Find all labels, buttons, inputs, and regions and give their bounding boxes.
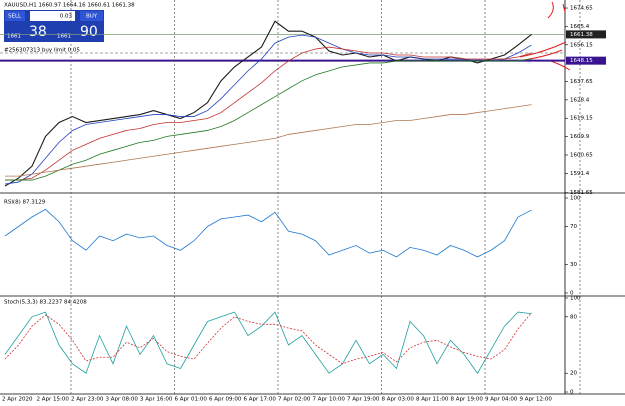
y-tick-label: 1674.65 <box>570 6 593 12</box>
y-tick-label: 1591.4 <box>570 171 590 177</box>
y-tick-label: 100 <box>570 296 581 302</box>
x-tick-label: 7 Apr 10:00 <box>313 397 346 403</box>
x-tick-label: 7 Apr 02:00 <box>278 397 311 403</box>
price-label: 1661.38 <box>570 32 593 38</box>
y-tick-label: 1665.4 <box>570 24 590 30</box>
x-tick-label: 6 Apr 17:00 <box>244 397 277 403</box>
y-tick-label: 1637.65 <box>570 79 593 85</box>
panel-frames <box>0 0 625 395</box>
buy-label[interactable]: BUY <box>86 14 98 20</box>
buy-price-small[interactable]: 1661 <box>57 34 71 40</box>
buy-price-big[interactable]: 90 <box>80 24 98 40</box>
x-tick-label: 2 Apr 23:00 <box>71 397 104 403</box>
y-tick-label: 1581.65 <box>570 190 593 196</box>
x-tick-label: 8 Apr 19:00 <box>451 397 484 403</box>
x-tick-label: 3 Apr 16:00 <box>140 397 173 403</box>
y-tick-label: 1619.15 <box>570 116 593 122</box>
y-tick-label: 0 <box>570 291 574 297</box>
y-tick-label: 20 <box>570 371 577 377</box>
buy-button[interactable] <box>80 11 103 21</box>
y-tick-label: 80 <box>570 314 577 320</box>
x-tick-label: 7 Apr 19:00 <box>347 397 380 403</box>
series-line <box>4 34 532 185</box>
sell-label[interactable]: SELL <box>8 14 22 20</box>
sell-button[interactable] <box>5 11 25 21</box>
trade-panel: SELL 0.03 BUY 1661 38 1661 90 <box>4 10 104 42</box>
price-label-bg <box>566 56 606 65</box>
y-tick-label: 1609.9 <box>570 134 590 140</box>
x-tick-label: 6 Apr 01:00 <box>175 397 208 403</box>
y-tick-label: 1600.65 <box>570 152 593 158</box>
x-tick-label: 3 Apr 08:00 <box>106 397 139 403</box>
sell-price-small[interactable]: 1661 <box>7 34 21 40</box>
y-tick-label: 0 <box>570 390 574 396</box>
x-tick-label: 2 Apr 2020 <box>2 397 33 403</box>
series-line <box>5 58 532 181</box>
annotation-scribble <box>519 1 571 71</box>
x-tick-label: 8 Apr 03:00 <box>382 397 415 403</box>
symbol-info: XAUUSD,H1 1660.97 1664.16 1660.61 1661.3… <box>4 3 135 9</box>
y-tick-label: 30 <box>570 262 577 268</box>
sell-price-big[interactable]: 38 <box>29 24 47 40</box>
x-tick-label: 6 Apr 09:00 <box>209 397 242 403</box>
series-line <box>4 208 532 258</box>
lot-input[interactable] <box>30 11 75 21</box>
indicator-title: Stoch(5,3,3) 83.2237 84.4208 <box>4 300 87 306</box>
series-line <box>5 46 532 181</box>
y-tick-label: 100 <box>570 196 581 202</box>
y-tick-label: 70 <box>570 224 577 230</box>
x-tick-label: 9 Apr 04:00 <box>485 397 518 403</box>
indicator-title: RSI(8) 87.3129 <box>4 200 46 206</box>
y-tick-label: 1656.15 <box>570 42 593 48</box>
order-label: #256307313 buy limit 0.05 <box>4 48 80 54</box>
x-tick-label: 8 Apr 11:00 <box>416 397 449 403</box>
x-tick-label: 2 Apr 15:00 <box>37 397 70 403</box>
series-line <box>5 104 532 177</box>
price-label-bg <box>566 30 606 39</box>
x-tick-label: 9 Apr 12:00 <box>520 397 553 403</box>
lot-value[interactable]: 0.03 <box>60 14 73 20</box>
y-tick-label: 1628.4 <box>570 97 590 103</box>
price-label: 1648.15 <box>570 58 593 64</box>
series-line <box>4 311 532 374</box>
